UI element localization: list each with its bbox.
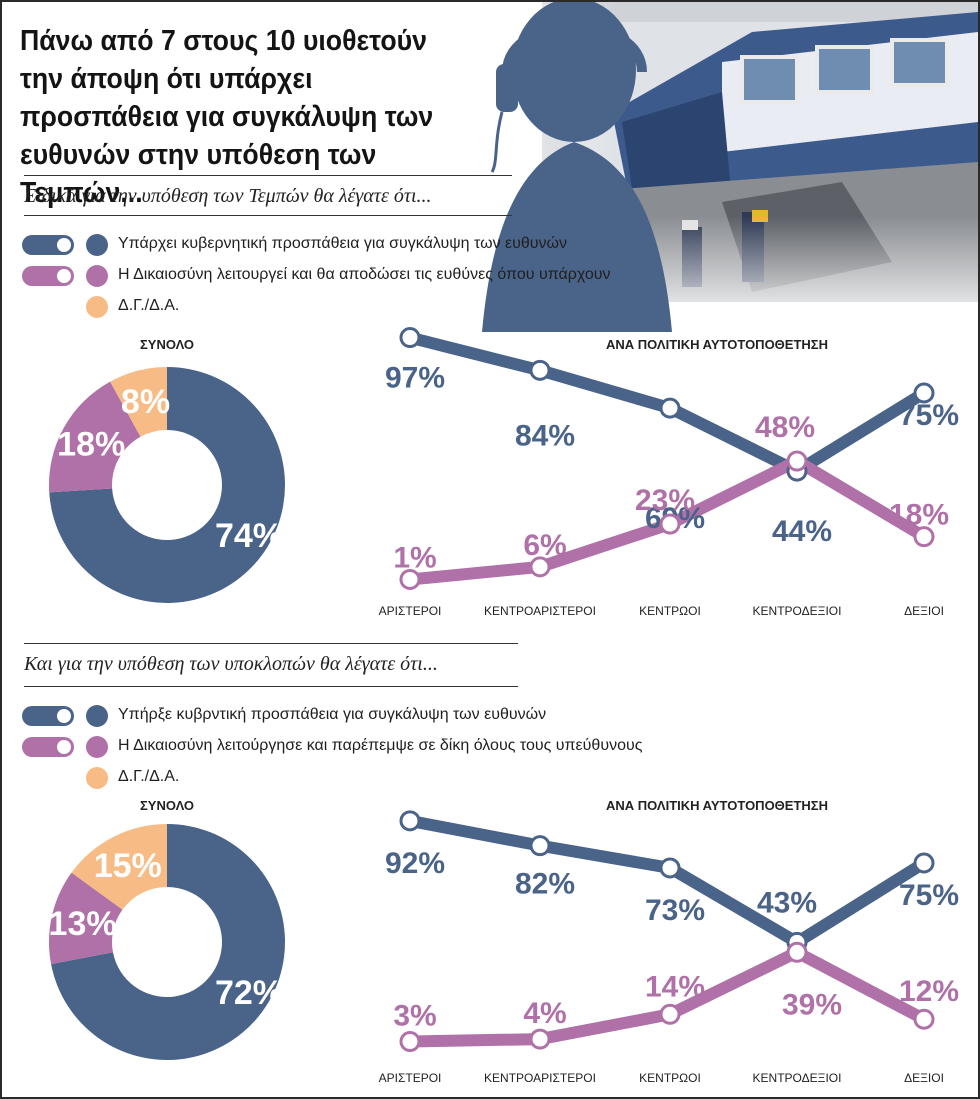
data-point <box>659 513 681 535</box>
x-tick-label: ΚΕΝΤΡΩΟΙ <box>639 1071 701 1085</box>
section-2-charts: ΣΥΝΟΛΟ 72% 13% 15% ΑΝΑ ΠΟΛΙΤΙΚΗ ΑΥΤΟΤΟΠΟΘΕ… <box>2 787 978 1097</box>
section-1-charts: ΣΥΝΟΛΟ 74% 18% 8% ΑΝΑ ΠΟΛΙΤΙΚΗ ΑΥΤΟΤΟΠΟΘΕΤ… <box>2 322 978 632</box>
data-label: 44% <box>772 515 832 548</box>
line-chart: 97%84%69%44%75%1%6%23%48%18%ΑΡΙΣΤΕΡΟΙΚΕΝ… <box>379 327 959 618</box>
line-chart: 92% 82% 73% 43% 75% 3% 4% 14% 39% 12% ΑΡΙΣΤΕΡΟΙ ΚΕΝ… <box>379 810 959 1085</box>
data-point <box>399 810 421 832</box>
toggle-icon <box>22 706 74 726</box>
legend-dot <box>86 736 108 758</box>
donut-label: 13% <box>49 905 117 943</box>
x-tick-label: ΔΕΞΙΟΙ <box>904 1071 944 1085</box>
legend-label: Η Δικαιοσύνη λειτούργησε και παρέπεμψε σ… <box>118 737 643 754</box>
line-chart-title: ΑΝΑ ΠΟΛΙΤΙΚΗ ΑΥΤΟΤΟΠΟΘΕΤΗΣΗ <box>606 337 828 352</box>
data-point <box>786 450 808 472</box>
donut-label: 8% <box>121 383 170 421</box>
donut-slice <box>49 872 123 965</box>
data-label: 1% <box>393 541 436 574</box>
legend-dot <box>86 234 108 256</box>
data-label: 39% <box>782 988 842 1021</box>
toggle-icon <box>22 266 74 286</box>
x-tick-label: ΚΕΝΤΡΟΑΡΙΣΤΕΡΟΙ <box>484 604 596 618</box>
section-2-top-rule <box>24 643 518 644</box>
data-point <box>399 1031 421 1053</box>
data-label: 84% <box>515 419 575 452</box>
data-point <box>913 382 935 404</box>
toggle-icon <box>22 235 74 255</box>
donut-slice <box>49 381 141 493</box>
donut-label: 72% <box>215 974 283 1012</box>
donut-title: ΣΥΝΟΛΟ <box>140 798 194 813</box>
data-point <box>786 941 808 963</box>
data-point <box>659 857 681 879</box>
donut-chart: 72% 13% 15% <box>49 824 285 1060</box>
donut-slice <box>51 824 285 1060</box>
donut-slice <box>49 367 285 603</box>
legend-label: Δ.Γ./Δ.Α. <box>118 768 180 785</box>
x-tick-label: ΑΡΙΣΤΕΡΟΙ <box>379 604 442 618</box>
data-point <box>529 835 551 857</box>
data-point <box>399 327 421 349</box>
donut-label: 15% <box>94 847 162 885</box>
data-label: 43% <box>757 886 817 919</box>
data-label: 75% <box>899 399 959 432</box>
data-label: 18% <box>889 499 949 532</box>
data-label: 97% <box>385 362 445 395</box>
legend-dot <box>86 296 108 318</box>
section-2-question: Και για την υπόθεση των υποκλοπών θα λέγ… <box>24 653 438 675</box>
data-label: 92% <box>385 847 445 880</box>
legend-label: Υπήρξε κυβρντική προσπάθεια για συγκάλυψ… <box>118 706 547 723</box>
donut-chart: 74% 18% 8% <box>49 367 285 603</box>
x-tick-label: ΚΕΝΤΡΩΟΙ <box>639 604 701 618</box>
data-point <box>529 1028 551 1050</box>
section-1-top-rule <box>24 175 512 176</box>
data-label: 3% <box>393 1000 436 1033</box>
legend-dot <box>86 767 108 789</box>
data-label: 82% <box>515 868 575 901</box>
data-point <box>659 1003 681 1025</box>
donut-title: ΣΥΝΟΛΟ <box>140 337 194 352</box>
data-label: 6% <box>523 529 566 562</box>
page-title: Πάνω από 7 στους 10 υιοθετούν την άποψη … <box>20 25 434 209</box>
data-point <box>529 359 551 381</box>
chart-svg: ΣΥΝΟΛΟ 74% 18% 8% ΑΝΑ ΠΟΛΙΤΙΚΗ ΑΥΤΟΤΟΠΟΘΕΤ… <box>49 327 959 618</box>
toggle-icon <box>22 737 74 757</box>
x-tick-label: ΚΕΝΤΡΟΔΕΞΙΟΙ <box>753 604 842 618</box>
donut-label: 18% <box>57 425 125 463</box>
donut-label: 74% <box>215 517 283 555</box>
chart-svg: ΣΥΝΟΛΟ 72% 13% 15% ΑΝΑ ΠΟΛΙΤΙΚΗ ΑΥΤΟΤΟΠΟΘΕ… <box>49 798 959 1085</box>
legend-dot <box>86 705 108 727</box>
section-1-question: Ειδικά για την υπόθεση των Τεμπών θα λέγ… <box>24 185 432 207</box>
data-point <box>529 556 551 578</box>
data-label: 23% <box>635 484 695 517</box>
data-point <box>659 397 681 419</box>
train-wreck-photo <box>422 2 978 332</box>
legend-label: Δ.Γ./Δ.Α. <box>118 297 180 314</box>
data-label: 73% <box>645 894 705 927</box>
line-chart-title: ΑΝΑ ΠΟΛΙΤΙΚΗ ΑΥΤΟΤΟΠΟΘΕΤΗΣΗ <box>606 798 828 813</box>
legend-label: Η Δικαιοσύνη λειτουργεί και θα αποδώσει … <box>118 266 611 283</box>
x-tick-label: ΚΕΝΤΡΟΑΡΙΣΤΕΡΟΙ <box>484 1071 596 1085</box>
legend-dot <box>86 265 108 287</box>
data-label: 14% <box>645 970 705 1003</box>
section-1-bottom-rule <box>24 215 512 216</box>
data-label: 48% <box>755 411 815 444</box>
donut-slice <box>71 824 167 910</box>
legend-label: Υπάρχει κυβερνητική προσπάθεια για συγκά… <box>118 235 568 252</box>
x-tick-label: ΑΡΙΣΤΕΡΟΙ <box>379 1071 442 1085</box>
data-label: 75% <box>899 879 959 912</box>
data-point <box>399 568 421 590</box>
data-point <box>913 1008 935 1030</box>
data-point <box>913 526 935 548</box>
data-point <box>913 852 935 874</box>
x-tick-label: ΚΕΝΤΡΟΔΕΞΙΟΙ <box>753 1071 842 1085</box>
donut-slice <box>110 367 167 437</box>
data-label: 12% <box>899 975 959 1008</box>
x-tick-label: ΔΕΞΙΟΙ <box>904 604 944 618</box>
section-2-bottom-rule <box>24 686 518 687</box>
data-label: 4% <box>523 997 566 1030</box>
